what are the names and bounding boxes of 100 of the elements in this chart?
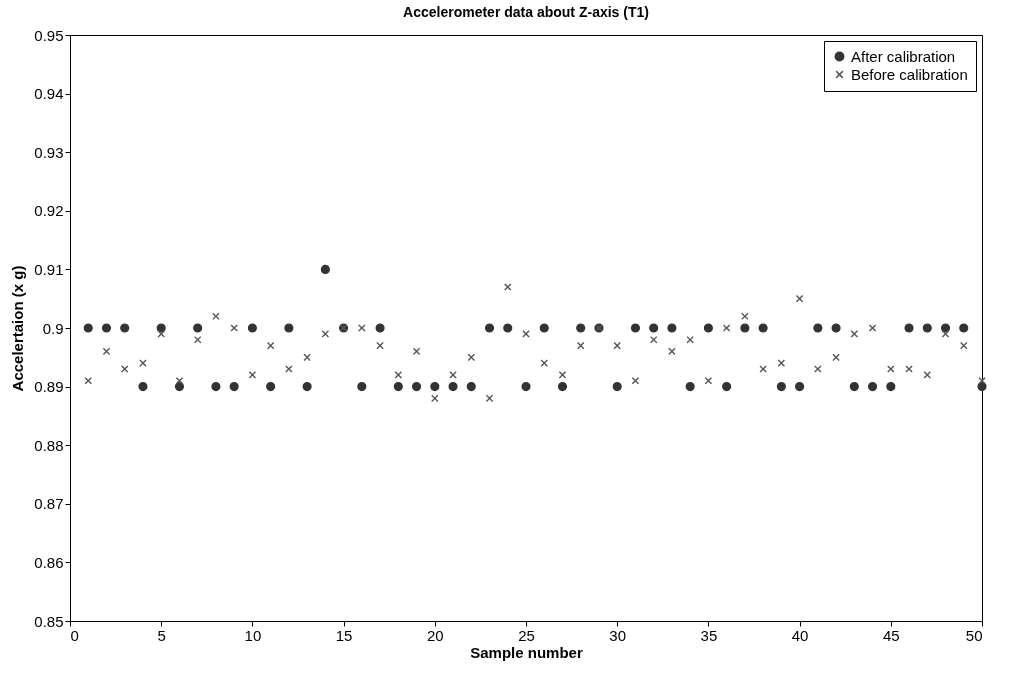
- point: [412, 347, 421, 356]
- point: [448, 382, 458, 392]
- point: [630, 323, 641, 333]
- point: [484, 323, 495, 333]
- point: [211, 382, 221, 392]
- point: [503, 323, 513, 333]
- y-tick-label: 0.86: [34, 553, 64, 571]
- point: [303, 353, 311, 362]
- point: [649, 335, 658, 344]
- point: [102, 347, 111, 356]
- point: [631, 376, 640, 385]
- point: [430, 382, 440, 392]
- point: [393, 382, 403, 392]
- y-tick-label: 0.95: [34, 26, 64, 44]
- point: [886, 382, 896, 392]
- x-tick-label: 5: [157, 626, 166, 644]
- y-tick-label: 0.92: [34, 202, 64, 220]
- point: [284, 323, 294, 333]
- point: [431, 394, 439, 403]
- point: [977, 382, 987, 392]
- point: [357, 382, 367, 392]
- point: [230, 324, 238, 332]
- point: [814, 365, 822, 373]
- point: [522, 330, 530, 338]
- point: [740, 323, 750, 333]
- point: [612, 382, 622, 392]
- point: [266, 341, 275, 350]
- point: [649, 323, 659, 333]
- y-tick-label: 0.87: [34, 495, 64, 513]
- point: [557, 382, 568, 392]
- x-tick-label: 0: [70, 626, 79, 644]
- point: [285, 365, 293, 373]
- point: [776, 382, 786, 392]
- point: [84, 376, 93, 385]
- point: [722, 382, 732, 392]
- point: [485, 394, 494, 403]
- x-tick-label: 30: [609, 626, 627, 644]
- point: [867, 382, 878, 392]
- point: [703, 323, 713, 333]
- point: [922, 323, 932, 333]
- x-tick-label: 50: [965, 626, 983, 644]
- point: [576, 341, 585, 350]
- point: [212, 312, 220, 321]
- point: [101, 323, 112, 333]
- y-tick-label: 0.89: [34, 378, 64, 396]
- point: [849, 382, 859, 392]
- x-tick-label: 10: [244, 626, 262, 644]
- x-tick-label: 15: [335, 626, 353, 644]
- y-tick-label: 0.85: [34, 612, 64, 630]
- point: [375, 323, 385, 333]
- point: [685, 382, 695, 392]
- y-tick-label: 0.93: [34, 143, 64, 161]
- point: [923, 371, 932, 379]
- point: [795, 294, 804, 303]
- point: [850, 330, 859, 338]
- point: [759, 365, 767, 373]
- point: [795, 382, 805, 392]
- point: [229, 382, 239, 392]
- point: [959, 323, 969, 333]
- y-tick-label: 0.9: [42, 319, 64, 337]
- legend-label: After calibration: [851, 47, 956, 65]
- point: [156, 323, 166, 333]
- y-axis-title: Accelertaion (x g): [9, 265, 27, 392]
- point: [540, 359, 549, 367]
- point: [157, 330, 165, 338]
- point: [887, 365, 895, 373]
- point: [959, 341, 968, 350]
- point: [138, 382, 148, 392]
- x-tick-label: 35: [700, 626, 718, 644]
- point: [175, 376, 184, 385]
- x-tick-label: 25: [518, 626, 535, 644]
- point: [83, 323, 93, 333]
- point: [741, 312, 749, 321]
- point: [174, 382, 185, 392]
- point: [193, 335, 202, 344]
- point: [576, 323, 586, 333]
- x-tick-label: 45: [882, 626, 900, 644]
- y-tick-label: 0.91: [34, 260, 64, 278]
- point: [266, 382, 276, 392]
- point: [905, 365, 913, 373]
- point: [193, 323, 203, 333]
- point: [247, 323, 257, 333]
- point: [758, 323, 768, 333]
- point: [667, 323, 677, 333]
- point: [686, 335, 694, 344]
- point: [940, 323, 951, 333]
- point: [358, 324, 366, 332]
- point: [831, 323, 841, 333]
- x-axis-title: Sample number: [470, 643, 583, 661]
- y-tick-label: 0.88: [34, 436, 64, 454]
- point: [449, 371, 457, 379]
- point: [466, 382, 476, 392]
- point: [467, 353, 476, 362]
- point: [539, 323, 549, 333]
- chart-title: Accelerometer data about Z-axis (T1): [403, 4, 649, 20]
- point: [813, 323, 823, 333]
- x-tick-label: 40: [791, 626, 809, 644]
- point: [139, 359, 147, 367]
- point: [120, 323, 130, 333]
- point: [302, 382, 312, 392]
